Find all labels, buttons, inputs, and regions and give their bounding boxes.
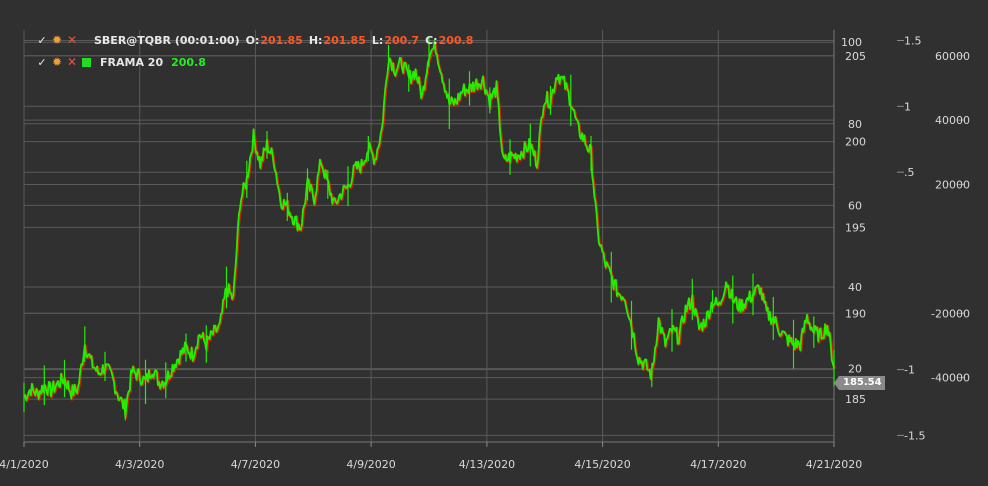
axis-tick-label-price: 190 (845, 307, 866, 320)
axis-tick-label-volume: -20000 (931, 307, 970, 320)
legend-open-value: 201.85 (260, 33, 303, 47)
axis-tick-label-oscillator: -1 (904, 364, 915, 377)
axis-tick-label-percent: 100 (841, 36, 862, 49)
axis-tick-label-price: 195 (845, 221, 866, 234)
x-tick-label: 4/1/2020 (0, 458, 49, 471)
x-tick-label: 4/21/2020 (806, 458, 862, 471)
axis-tick-label-volume: 20000 (935, 179, 970, 192)
legend-row-sber: ✓ ✹ ✕ SBER@TQBR (00:01:00) O: 201.85 H: … (34, 31, 473, 49)
legend-indicator-value: 200.8 (171, 55, 206, 69)
axis-tick-label-volume: 60000 (935, 50, 970, 63)
legend-series-name: SBER@TQBR (00:01:00) (94, 33, 240, 47)
x-tick-label: 4/9/2020 (346, 458, 395, 471)
axis-tick-label-oscillator: 1.5 (904, 35, 922, 48)
close-icon[interactable]: ✕ (66, 55, 78, 69)
check-icon[interactable]: ✓ (37, 33, 47, 47)
legend-low-label: L: (371, 33, 384, 47)
axis-tick-label-oscillator: -1.5 (904, 429, 925, 442)
color-square-icon[interactable] (82, 57, 91, 67)
last-price-badge: 185.54 (834, 376, 885, 390)
gear-icon[interactable]: ✹ (51, 33, 63, 47)
axis-tick-label-oscillator: .5 (904, 166, 915, 179)
axis-tick-label-percent: 40 (848, 281, 862, 294)
axis-tick-label-price: 185 (845, 393, 866, 406)
price-axis: 185 190 195 200 205 (845, 50, 866, 406)
legend-indicator-name: FRAMA 20 (100, 55, 164, 69)
legend-close-value: 200.8 (438, 33, 474, 47)
volume-axis: -40000 -20000 20000 40000 60000 (931, 50, 970, 385)
legend-row-frama: ✓ ✹ ✕ FRAMA 20 200.8 (34, 53, 206, 71)
axis-tick-label-price: 205 (845, 50, 866, 63)
x-tick-label: 4/3/2020 (115, 458, 164, 471)
axis-tick-label-percent: 80 (848, 118, 862, 131)
x-axis: 4/1/2020 4/3/2020 4/7/2020 4/9/2020 4/13/202… (0, 442, 862, 471)
horizontal-gridlines (24, 40, 834, 436)
legend-close-label: C: (425, 33, 438, 47)
legend-high-label: H: (308, 33, 323, 47)
x-tick-label: 4/17/2020 (690, 458, 746, 471)
axis-tick-label-percent: 60 (848, 199, 862, 212)
series-layer (23, 37, 837, 421)
oscillator-axis: -1.5-1.511.5 (897, 35, 925, 442)
legend-low-value: 200.7 (384, 33, 420, 47)
x-tick-label: 4/13/2020 (459, 458, 515, 471)
axis-tick-label-price: 200 (845, 136, 866, 149)
axis-tick-label-percent: 20 (848, 363, 862, 376)
legend-high-value: 201.85 (323, 33, 366, 47)
axis-tick-label-oscillator: 1 (904, 100, 911, 113)
x-tick-label: 4/7/2020 (231, 458, 280, 471)
axis-tick-label-volume: 40000 (935, 114, 970, 127)
axis-tick-label-volume: -40000 (931, 372, 970, 385)
check-icon[interactable]: ✓ (37, 55, 47, 69)
close-icon[interactable]: ✕ (66, 33, 78, 47)
series-down-ticks (23, 40, 837, 420)
x-tick-label: 4/15/2020 (574, 458, 630, 471)
percent-axis: 20 40 60 80 100 (841, 36, 862, 375)
gear-icon[interactable]: ✹ (51, 55, 63, 69)
legend-open-label: O: (245, 33, 260, 47)
